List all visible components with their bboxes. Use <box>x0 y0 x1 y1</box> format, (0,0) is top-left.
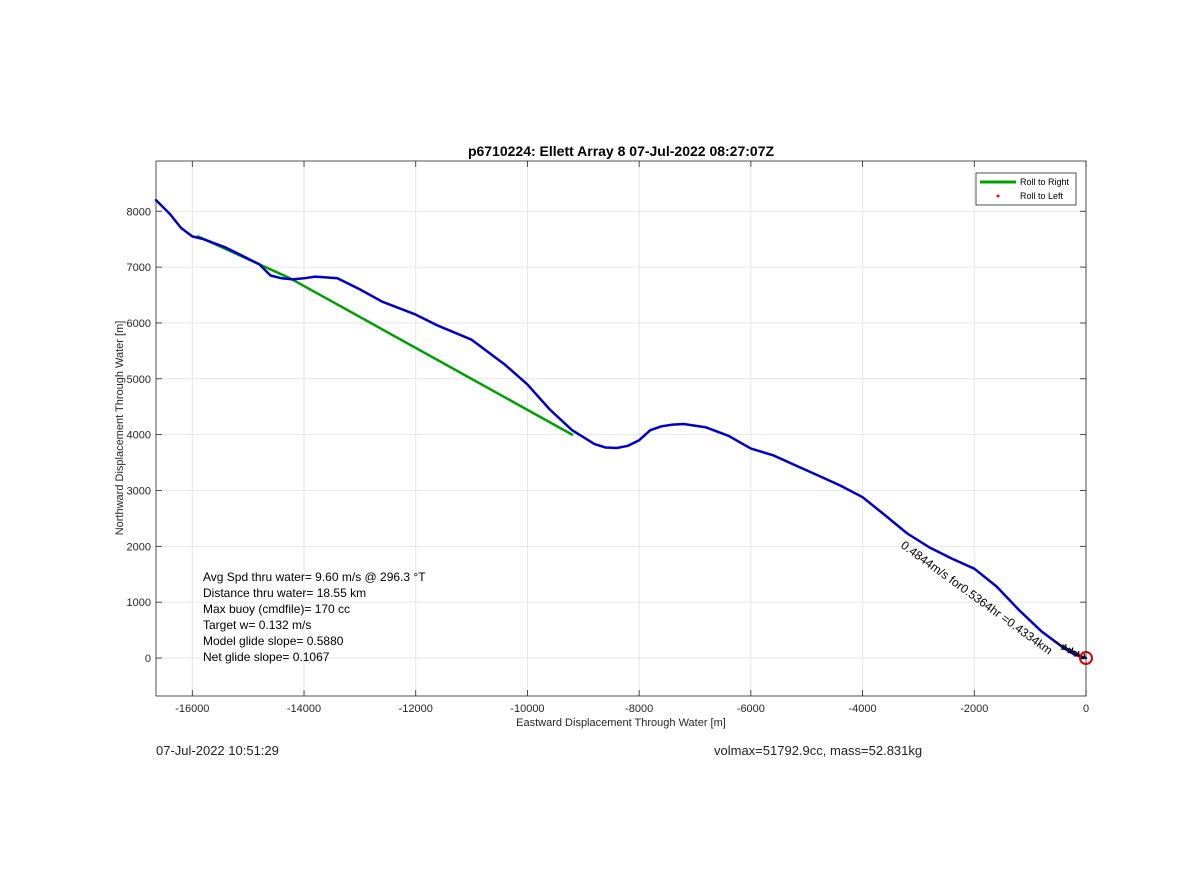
legend-swatch-dot <box>996 194 1000 198</box>
annotation-line: Max buoy (cmdfile)= 170 cc <box>203 602 350 616</box>
legend-box <box>975 172 1077 206</box>
x-tick-label: -10000 <box>510 703 544 715</box>
track-line <box>154 198 1088 660</box>
y-tick-label: 1000 <box>127 597 151 609</box>
annotation-line: Net glide slope= 0.1067 <box>203 650 330 664</box>
annotation-line: Distance thru water= 18.55 km <box>203 586 366 600</box>
x-tick-label: -4000 <box>849 703 877 715</box>
x-tick-label: 0 <box>1083 703 1089 715</box>
x-tick-label: -6000 <box>737 703 765 715</box>
y-tick-label: 7000 <box>127 262 151 274</box>
annotation-line: Model glide slope= 0.5880 <box>203 634 344 648</box>
direction-arrow <box>1068 647 1080 657</box>
x-axis-label: Eastward Displacement Through Water [m] <box>516 717 726 729</box>
y-tick-labels: 0 1000 2000 3000 4000 5000 6000 7000 8000 <box>127 206 151 665</box>
y-axis-label: Northward Displacement Through Water [m] <box>114 321 126 536</box>
x-tick-labels: -16000 -14000 -12000 -10000 -8000 -6000 -4000 -… <box>175 703 1089 715</box>
x-tick-label: -2000 <box>960 703 988 715</box>
y-tick-label: 2000 <box>127 541 151 553</box>
annotation-block: Avg Spd thru water= 9.60 m/s @ 296.3 °T D… <box>203 570 426 664</box>
y-tick-label: 4000 <box>127 430 151 442</box>
legend-label: Roll to Right <box>1020 177 1070 187</box>
x-tick-label: -14000 <box>287 703 321 715</box>
y-tick-label: 0 <box>145 653 151 665</box>
plot-frame <box>155 160 1087 697</box>
x-tick-label: -8000 <box>625 703 653 715</box>
y-tick-label: 8000 <box>127 206 151 218</box>
annotation-line: Target w= 0.132 m/s <box>203 618 311 632</box>
legend: Roll to Right Roll to Left <box>975 172 1077 206</box>
plot-area <box>156 161 1086 696</box>
chart-title: p6710224: Ellett Array 8 07-Jul-2022 08:… <box>468 143 775 159</box>
footer-timestamp: 07-Jul-2022 10:51:29 <box>156 743 279 758</box>
y-tick-label: 6000 <box>127 318 151 330</box>
footer-volmax-mass: volmax=51792.9cc, mass=52.831kg <box>714 743 923 758</box>
x-tick-label: -12000 <box>399 703 433 715</box>
grid <box>156 161 1087 696</box>
y-tick-label: 5000 <box>127 374 151 386</box>
x-tick-label: -16000 <box>175 703 209 715</box>
annotation-line: Avg Spd thru water= 9.60 m/s @ 296.3 °T <box>203 570 426 584</box>
y-tick-label: 3000 <box>127 485 151 497</box>
legend-label: Roll to Left <box>1020 191 1064 201</box>
